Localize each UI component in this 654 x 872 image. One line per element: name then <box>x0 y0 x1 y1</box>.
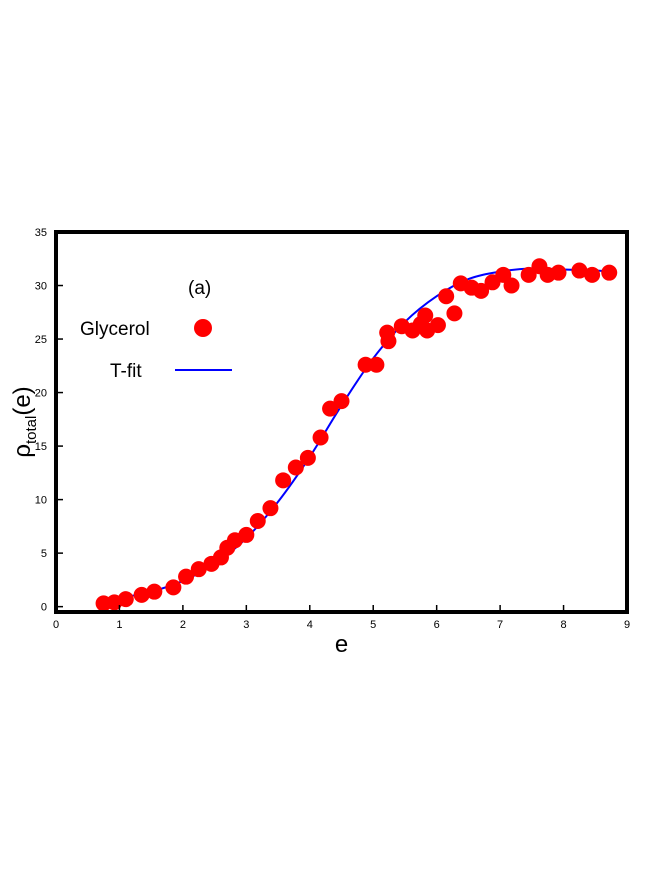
legend-marker-glycerol <box>194 319 212 337</box>
data-point <box>262 500 279 517</box>
data-point <box>520 266 537 283</box>
data-point <box>571 262 588 279</box>
data-point <box>249 513 266 530</box>
data-point <box>446 305 463 322</box>
y-tick-label: 20 <box>35 388 47 400</box>
data-point <box>165 579 182 596</box>
data-point <box>190 561 207 578</box>
y-axis-title-tail: (e) <box>9 386 36 415</box>
y-tick-label: 0 <box>41 602 47 614</box>
data-point <box>178 568 195 585</box>
data-point <box>380 333 397 350</box>
data-point <box>429 317 446 334</box>
data-point <box>322 400 339 417</box>
data-point <box>550 264 567 281</box>
y-tick-label: 35 <box>35 227 47 239</box>
data-point <box>275 472 292 489</box>
legend-label-t-fit: T-fit <box>110 361 142 382</box>
data-point <box>287 459 304 476</box>
legend-label-glycerol: Glycerol <box>80 319 150 340</box>
y-tick-label: 5 <box>41 548 47 560</box>
y-axis-title: ρtotal(e) <box>9 386 40 457</box>
x-tick-label: 9 <box>624 619 630 631</box>
fit-curve-layer <box>103 267 612 603</box>
x-axis-title: e <box>335 631 348 658</box>
data-point <box>238 526 255 543</box>
x-tick-label: 5 <box>370 619 376 631</box>
panel-label: (a) <box>188 278 211 299</box>
x-tick-label: 3 <box>243 619 249 631</box>
data-point <box>601 264 618 281</box>
x-tick-label: 4 <box>307 619 313 631</box>
y-axis-title-subscript: total <box>23 416 40 444</box>
x-tick-label: 8 <box>560 619 566 631</box>
y-axis-title-main: ρ <box>9 444 36 458</box>
data-point <box>146 583 163 600</box>
y-tick-label: 15 <box>35 441 47 453</box>
y-tick-label: 30 <box>35 281 47 293</box>
data-point <box>368 356 385 373</box>
x-tick-label: 6 <box>434 619 440 631</box>
x-tick-label: 7 <box>497 619 503 631</box>
data-point <box>133 586 150 603</box>
y-tick-label: 10 <box>35 495 47 507</box>
data-point <box>473 282 490 299</box>
data-points-layer <box>95 258 618 612</box>
data-point <box>299 449 316 466</box>
data-point <box>438 288 455 305</box>
data-point <box>503 277 520 294</box>
plot-frame <box>54 230 629 614</box>
data-point <box>333 393 350 410</box>
x-tick-label: 1 <box>116 619 122 631</box>
x-tick-label: 0 <box>53 619 59 631</box>
data-point <box>117 591 134 608</box>
data-point <box>417 307 434 324</box>
x-tick-label: 2 <box>180 619 186 631</box>
ticks-layer: 0 1 2 3 4 5 6 7 8 9 0 5 10 15 20 25 30 35 <box>35 227 630 631</box>
data-point <box>312 429 329 446</box>
t-fit-line <box>103 267 612 603</box>
data-point <box>584 266 601 283</box>
y-tick-label: 25 <box>35 334 47 346</box>
